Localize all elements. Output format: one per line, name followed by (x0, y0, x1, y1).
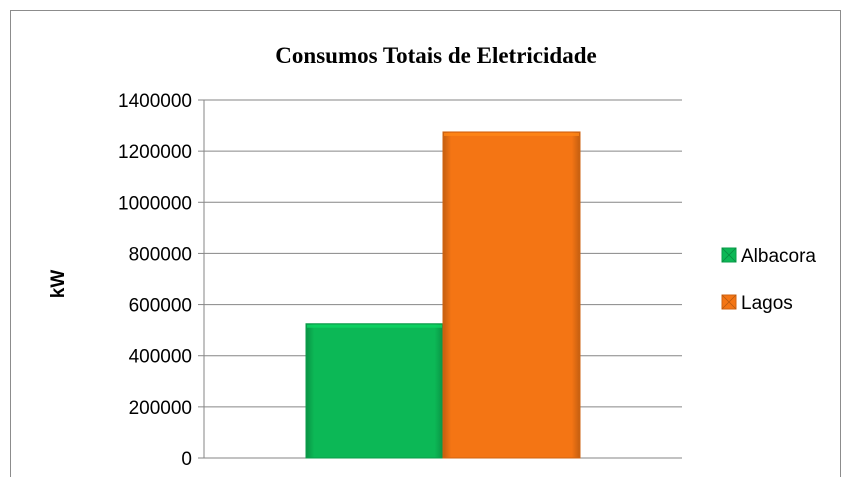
legend-swatch-bevel (721, 247, 737, 263)
bar-lagos (442, 131, 581, 459)
bar-highlight (307, 324, 442, 328)
y-tick-label: 1000000 (118, 193, 192, 214)
y-tick-label: 200000 (129, 398, 192, 419)
y-tick-label: 600000 (129, 296, 192, 317)
y-axis-label: kW (48, 270, 69, 299)
chart-title: Consumos Totais de Eletricidade (275, 43, 596, 68)
chart-frame: Consumos Totais de Eletricidade kW 0 2000… (10, 10, 841, 477)
y-tick-label: 1200000 (118, 142, 192, 163)
bar-albacora (305, 323, 444, 459)
bar-highlight (444, 132, 579, 136)
y-tick-label: 800000 (129, 244, 192, 265)
legend-swatch-bevel (721, 294, 737, 310)
y-tick-label: 0 (181, 449, 192, 470)
legend: Albacora Lagos (721, 246, 816, 314)
y-tick-labels: 0 200000 400000 600000 800000 1000000 1200000 1… (118, 91, 192, 470)
y-tick-label: 400000 (129, 347, 192, 368)
y-tick-label: 1400000 (118, 91, 192, 112)
legend-label-albacora: Albacora (741, 246, 816, 267)
legend-label-lagos: Lagos (741, 293, 793, 314)
chart-svg: Consumos Totais de Eletricidade kW 0 2000… (48, 43, 816, 470)
bars (305, 131, 581, 459)
